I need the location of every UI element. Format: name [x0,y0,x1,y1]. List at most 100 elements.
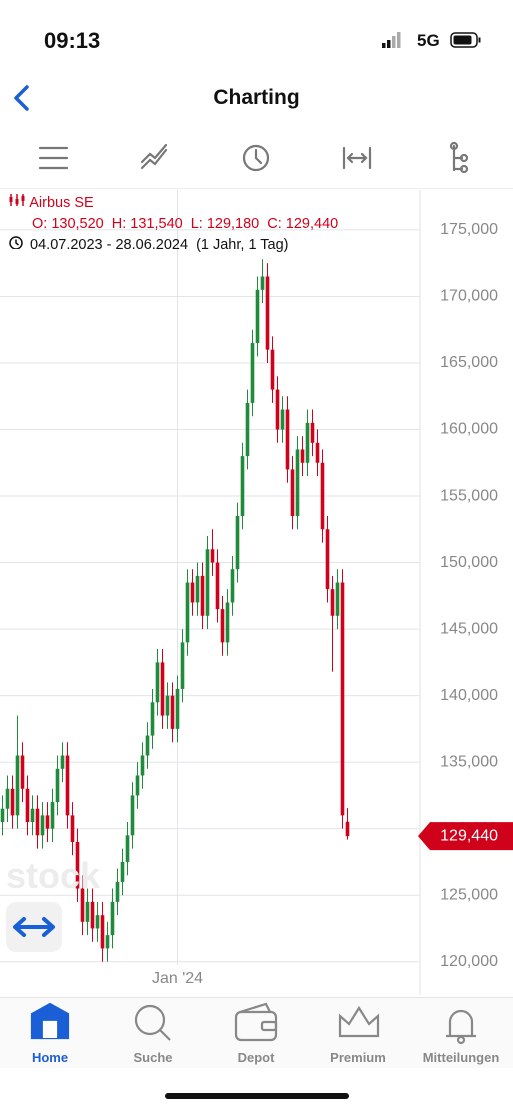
candle-body [300,449,305,463]
tools-icon[interactable] [449,141,469,174]
candle-body [30,808,35,823]
menu-icon[interactable] [38,146,69,170]
y-tick-label: 170,000 [440,288,498,305]
status-time: 09:13 [44,28,101,53]
candle-body [305,422,310,463]
chart-info: Airbus SE O: 130,520 H: 131,540 L: 129,180… [8,193,338,256]
candle-body [320,462,325,530]
candle-body [195,575,200,603]
resize-button[interactable] [6,902,62,952]
y-tick-label: 120,000 [440,953,498,970]
indicator-icon[interactable] [140,143,168,170]
chart: 120,000125,000130,000135,000140,000145,0… [0,190,513,995]
low-value: L: 129,180 [190,216,260,232]
tab-label[interactable]: Home [31,1050,69,1065]
candle-body [280,409,285,430]
interval: (1 Jahr, 1 Tag) [196,237,289,253]
y-tick-label: 175,000 [440,221,498,238]
candle-body [275,389,280,430]
candle-body [255,289,260,344]
y-tick-label: 125,000 [440,886,498,903]
candle-body [40,815,45,836]
candle-body [230,569,235,603]
instrument-name: Airbus SE [29,195,94,211]
candle-body [215,562,220,610]
candle-body [330,589,335,616]
candle-body [295,449,300,516]
candle-body [185,582,190,643]
candle-body [105,935,110,949]
y-tick-label: 155,000 [440,487,498,504]
candle-body [90,901,95,929]
candle-body [10,788,15,816]
candle-body [240,456,245,516]
y-tick-label: 160,000 [440,421,498,438]
candle-body [135,775,140,796]
candle-body [225,602,230,643]
candle-body [50,802,55,829]
candle-body [0,808,5,823]
candle-body [220,609,225,643]
date-range: 04.07.2023 - 28.06.2024 [30,237,189,253]
clock-icon [9,236,23,250]
candle-body [285,409,290,470]
candle-body [45,815,50,829]
y-tick-label: 140,000 [440,687,498,704]
tab-label[interactable]: Premium [330,1050,386,1065]
status-icons [382,32,481,48]
tab-label[interactable]: Depot [237,1050,275,1065]
candle-body [270,349,275,390]
candle-body [60,755,65,769]
candle-body [130,795,135,836]
candle-body [190,582,195,603]
open-value: O: 130,520 [32,216,104,232]
tab-label[interactable]: Suche [133,1050,173,1065]
candle-body [70,815,75,842]
watermark: stock [6,855,101,896]
candle-body [85,901,90,922]
last-price-tag [418,822,513,851]
network: 5G [417,31,440,50]
close-value: C: 129,440 [267,216,339,232]
candle-body [210,549,215,563]
candle-body [20,755,25,789]
candle-body [180,642,185,689]
candle-body [315,442,320,463]
candle-body [110,901,115,936]
candle-body [100,915,105,949]
candle-body [235,515,240,570]
candle-body [15,755,20,816]
candle-body [160,662,165,716]
candle-body [335,582,340,616]
candle-body [75,841,80,889]
candle-body [55,768,60,803]
candle-body [115,881,120,902]
high-value: H: 131,540 [111,216,183,232]
candle-body [340,582,345,816]
home-indicator [165,1093,349,1099]
candle-body [290,469,295,516]
interval-icon[interactable] [242,144,270,172]
candle-body [265,276,270,350]
candle-body [245,402,250,457]
tab-bar: Home Suche Depot Premium Mitteilungen [0,997,513,1068]
candle-icon [9,194,25,206]
candle-body [325,529,330,590]
candle-body [140,755,145,776]
candle-body [200,575,205,616]
tab-label[interactable]: Mitteilungen [422,1050,500,1065]
back-button[interactable] [10,84,34,114]
candle-body [250,343,255,403]
candle-body [165,695,170,716]
candle-body [120,861,125,882]
header-title: Charting [213,86,300,109]
candle-body [155,662,160,703]
toolbar [38,141,469,174]
y-tick-label: 135,000 [440,753,498,770]
range-icon[interactable] [342,146,372,170]
candle-body [145,735,150,756]
candle-body [260,276,265,290]
candle-body [170,695,175,729]
x-tick-label: Jan '24 [152,970,203,987]
